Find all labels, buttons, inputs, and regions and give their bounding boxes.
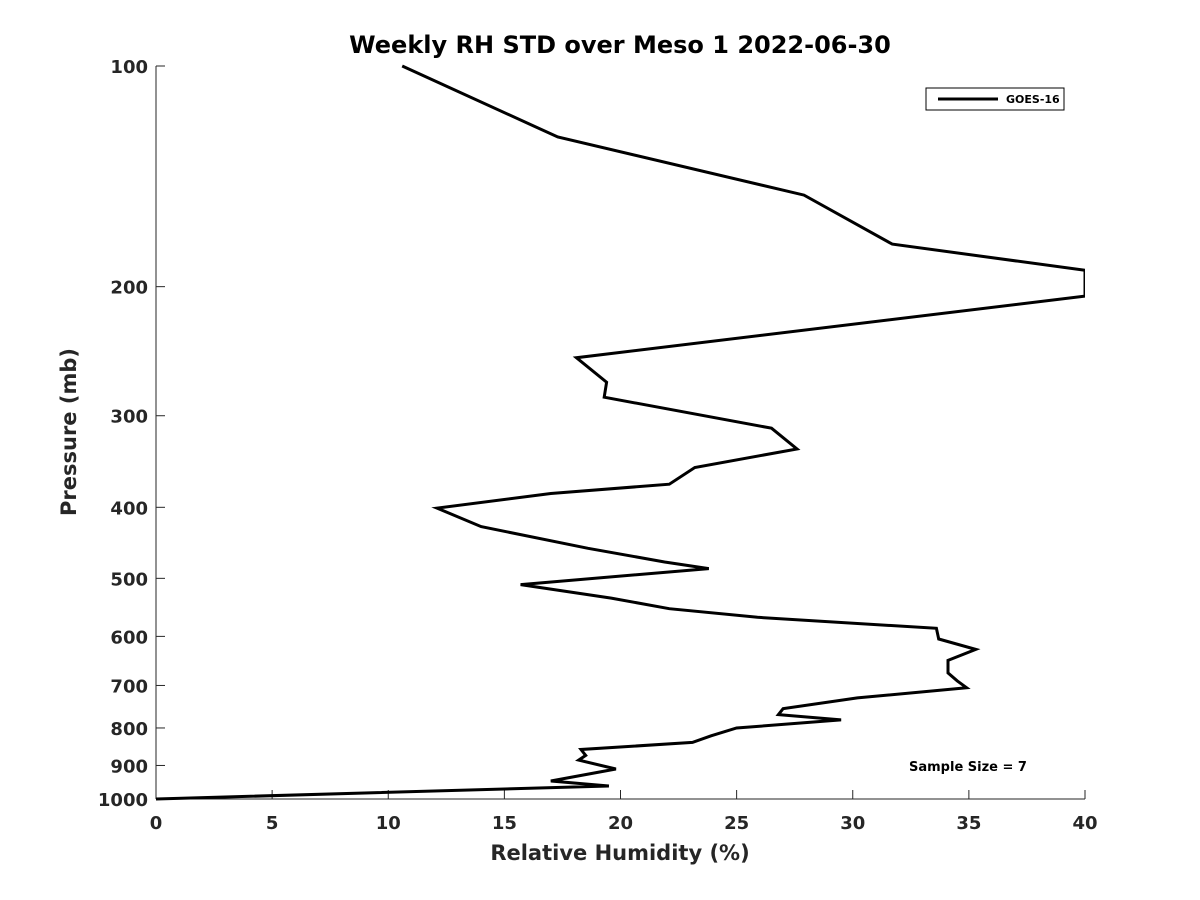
y-tick-label: 300 — [110, 407, 148, 428]
y-tick-label: 800 — [110, 719, 148, 740]
y-tick-label: 500 — [110, 569, 148, 590]
x-tick-label: 35 — [956, 813, 981, 834]
x-tick-label: 5 — [266, 813, 279, 834]
y-tick-label: 1000 — [98, 790, 148, 811]
y-tick-label: 200 — [110, 278, 148, 299]
x-tick-label: 0 — [150, 813, 163, 834]
x-tick-label: 15 — [492, 813, 517, 834]
x-tick-label: 10 — [376, 813, 401, 834]
y-tick-label: 400 — [110, 498, 148, 519]
legend: GOES-16 — [925, 87, 1065, 111]
y-axis-label: Pressure (mb) — [57, 348, 81, 516]
y-tick-label: 100 — [110, 57, 148, 78]
y-tick-label: 900 — [110, 756, 148, 777]
series-line-goes-16 — [156, 64, 1085, 801]
x-tick-label: 30 — [840, 813, 865, 834]
legend-entry-goes-16: GOES-16 — [1006, 93, 1060, 106]
x-tick-label: 40 — [1072, 813, 1097, 834]
chart-title: Weekly RH STD over Meso 1 2022-06-30 — [349, 31, 891, 59]
y-tick-label: 700 — [110, 676, 148, 697]
sample-size-annotation: Sample Size = 7 — [909, 760, 1027, 775]
x-tick-label: 20 — [608, 813, 633, 834]
x-tick-label: 25 — [724, 813, 749, 834]
y-tick-label: 600 — [110, 627, 148, 648]
x-axis-label: Relative Humidity (%) — [490, 841, 749, 865]
plot-area — [156, 64, 1085, 801]
axes: 0 5 10 15 20 25 30 35 40 100 200 300 400 500 600 700 800… — [98, 57, 1098, 834]
